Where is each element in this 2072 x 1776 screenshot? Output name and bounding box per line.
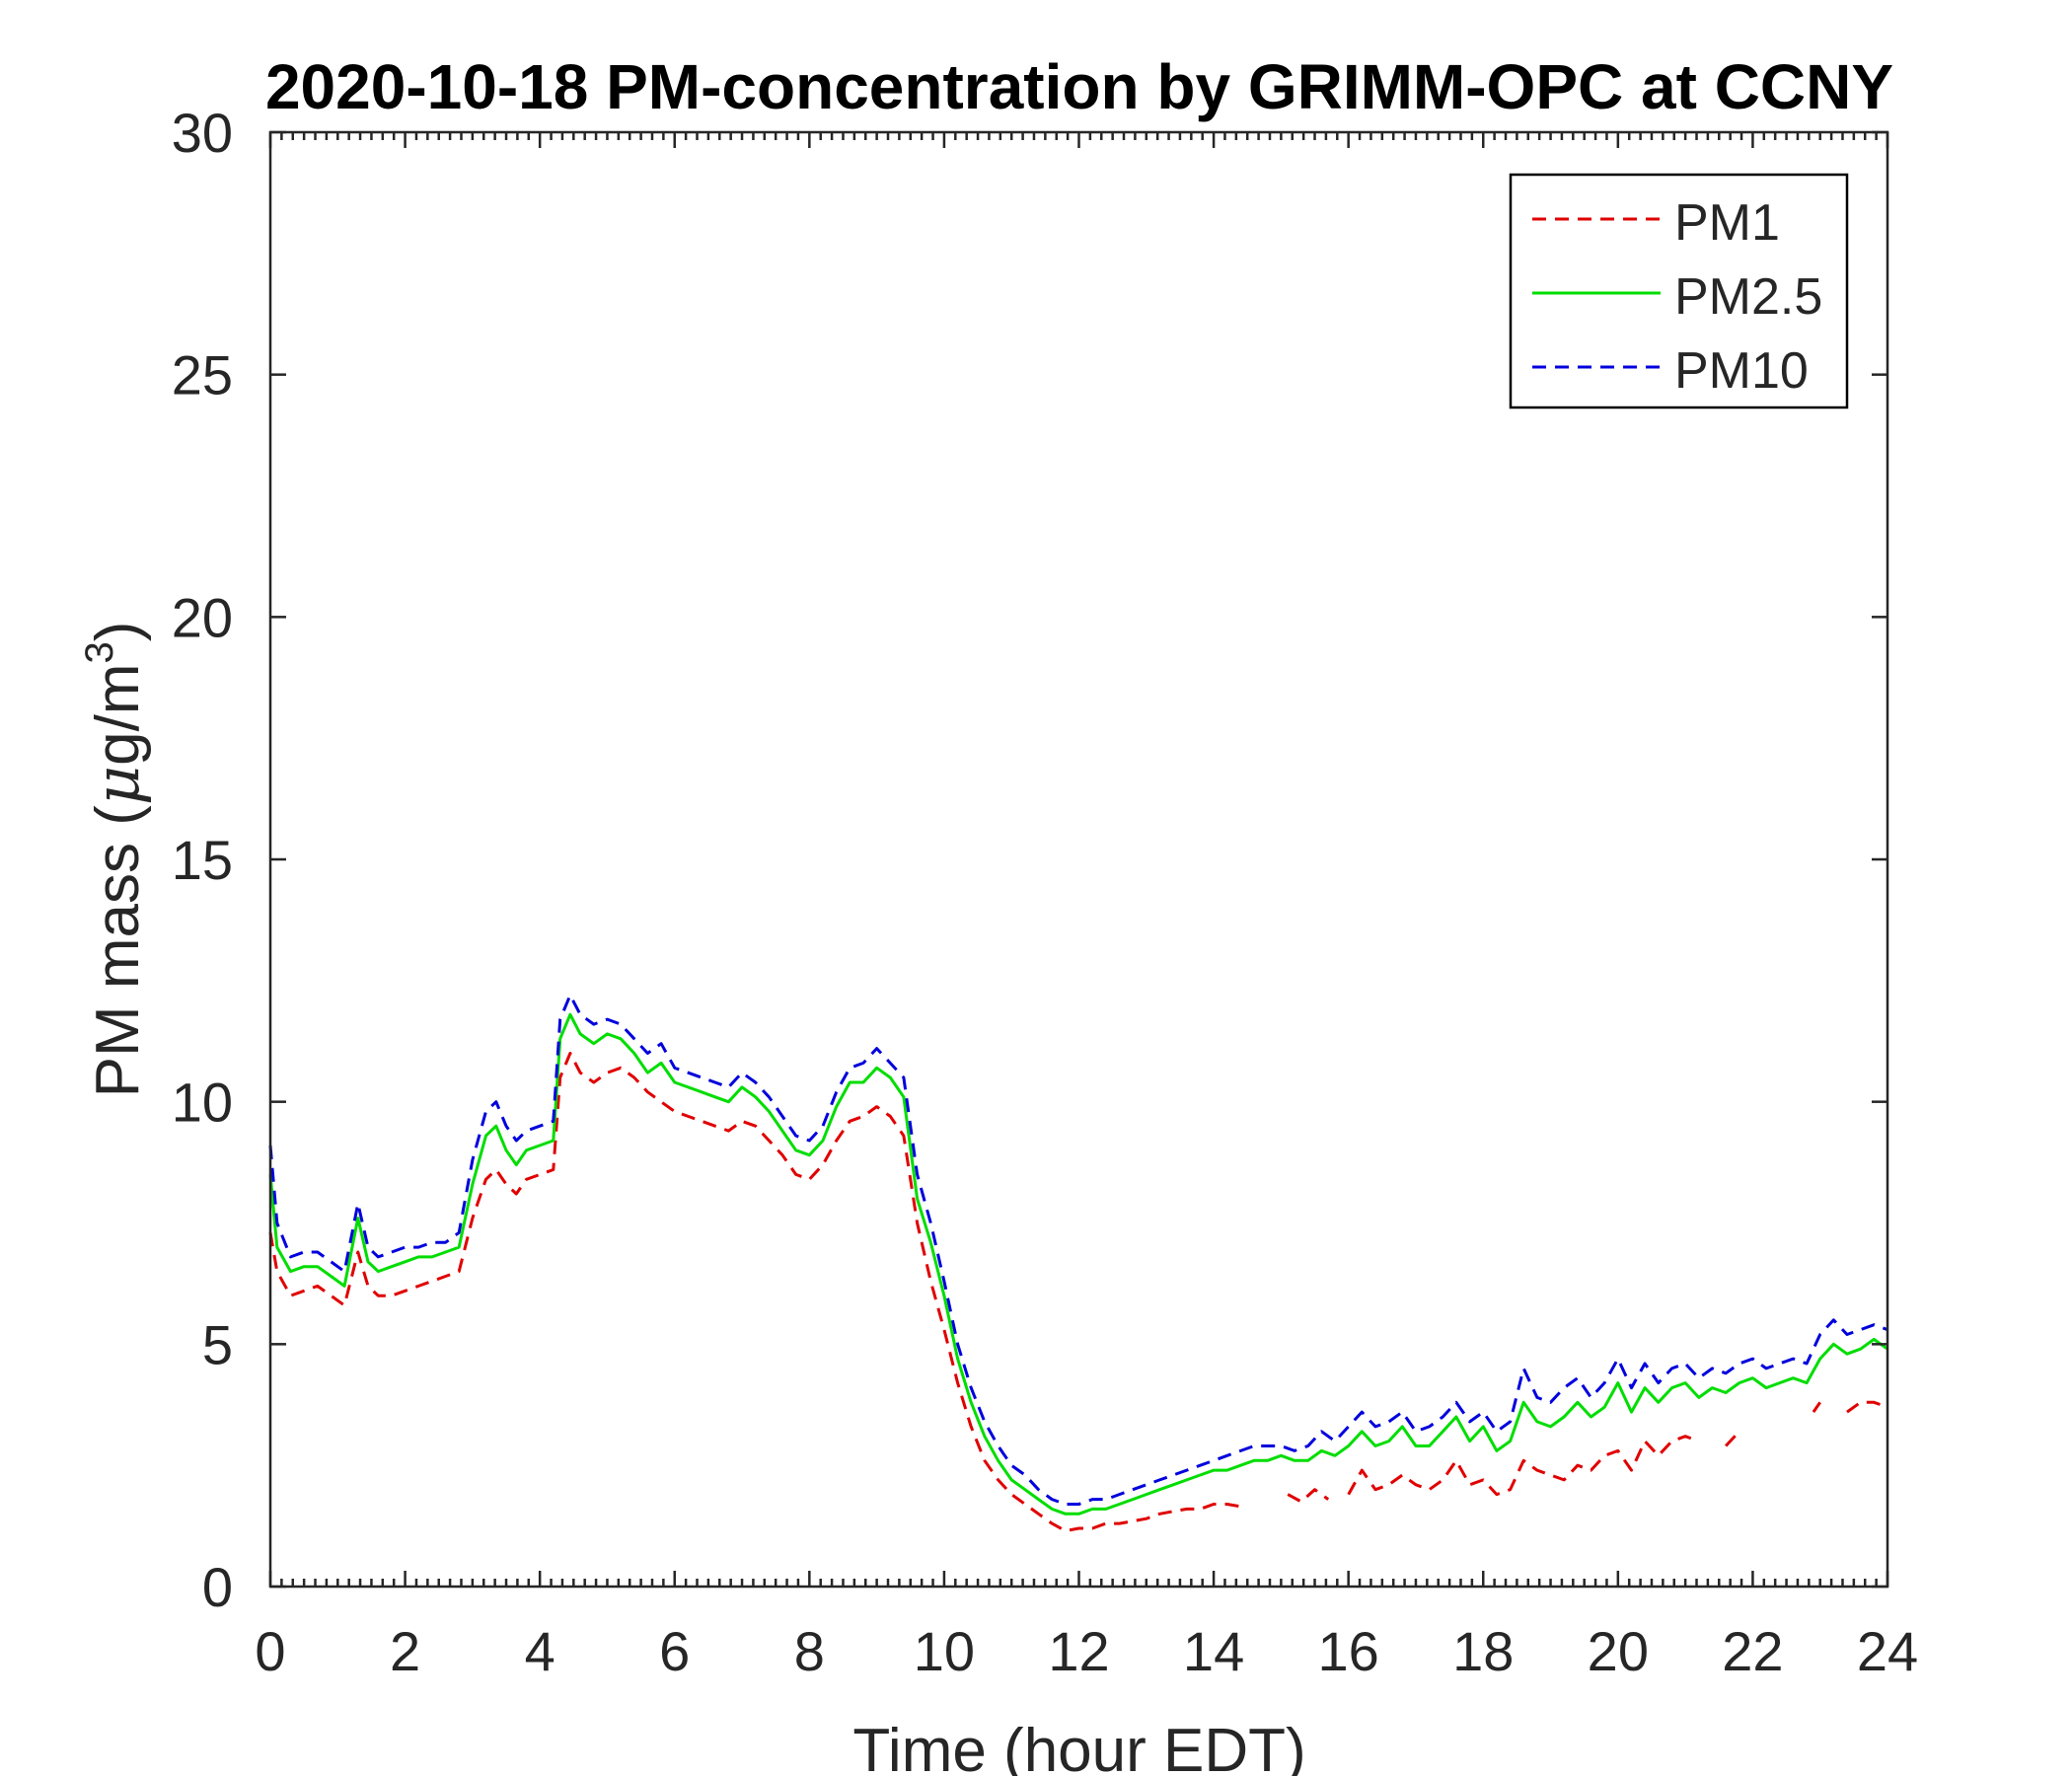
legend: PM1 PM2.5 PM10	[1509, 173, 1849, 409]
x-tick-label: 18	[1452, 1620, 1514, 1682]
x-tick-label: 24	[1857, 1620, 1918, 1682]
x-tick-label: 4	[525, 1620, 555, 1682]
y-axis-label-close: )	[84, 622, 152, 642]
series-line-pm10	[268, 994, 1888, 1506]
y-tick-label: 5	[202, 1313, 233, 1375]
y-tick-label: 0	[202, 1556, 233, 1618]
legend-label-pm25: PM2.5	[1674, 268, 1822, 326]
y-tick-label: 20	[172, 586, 233, 648]
x-tick-label: 14	[1183, 1620, 1244, 1682]
x-tick-label: 0	[255, 1620, 285, 1682]
x-tick-labels: 0 2 4 6 8 10 12 14 16 18 20 22 24	[255, 1620, 1918, 1682]
x-tick-label: 8	[794, 1620, 825, 1682]
minor-ticks	[268, 130, 1889, 1589]
x-tick-label: 6	[659, 1620, 690, 1682]
y-axis-label-units: g/m	[84, 664, 152, 766]
legend-box	[1509, 173, 1849, 409]
y-axis-label-main: PM mass (	[84, 805, 152, 1098]
y-tick-label: 10	[172, 1072, 233, 1134]
y-axis-label-sup: 3	[78, 641, 121, 663]
x-axis-label: Time (hour EDT)	[852, 1717, 1305, 1776]
chart-title: 2020-10-18 PM-concentration by GRIMM-OPC…	[265, 51, 1893, 122]
x-tick-label: 2	[390, 1620, 420, 1682]
series-line-pm1	[268, 1052, 1888, 1532]
y-tick-label: 15	[172, 829, 233, 891]
legend-label-pm1: PM1	[1674, 194, 1780, 252]
y-tick-labels: 0 5 10 15 20 25 30	[172, 102, 233, 1618]
x-tick-label: 20	[1588, 1620, 1649, 1682]
x-tick-label: 16	[1318, 1620, 1379, 1682]
series-layer	[268, 994, 1888, 1532]
y-axis-label-mu: μ	[81, 766, 153, 805]
legend-label-pm10: PM10	[1674, 342, 1809, 400]
y-tick-label: 30	[172, 102, 233, 164]
y-tick-label: 25	[172, 344, 233, 407]
y-axis-label: PM mass (μg/m3)	[78, 622, 153, 1098]
x-tick-label: 12	[1048, 1620, 1109, 1682]
x-tick-label: 22	[1722, 1620, 1783, 1682]
series-line-pm25	[268, 1012, 1888, 1516]
x-tick-label: 10	[914, 1620, 975, 1682]
